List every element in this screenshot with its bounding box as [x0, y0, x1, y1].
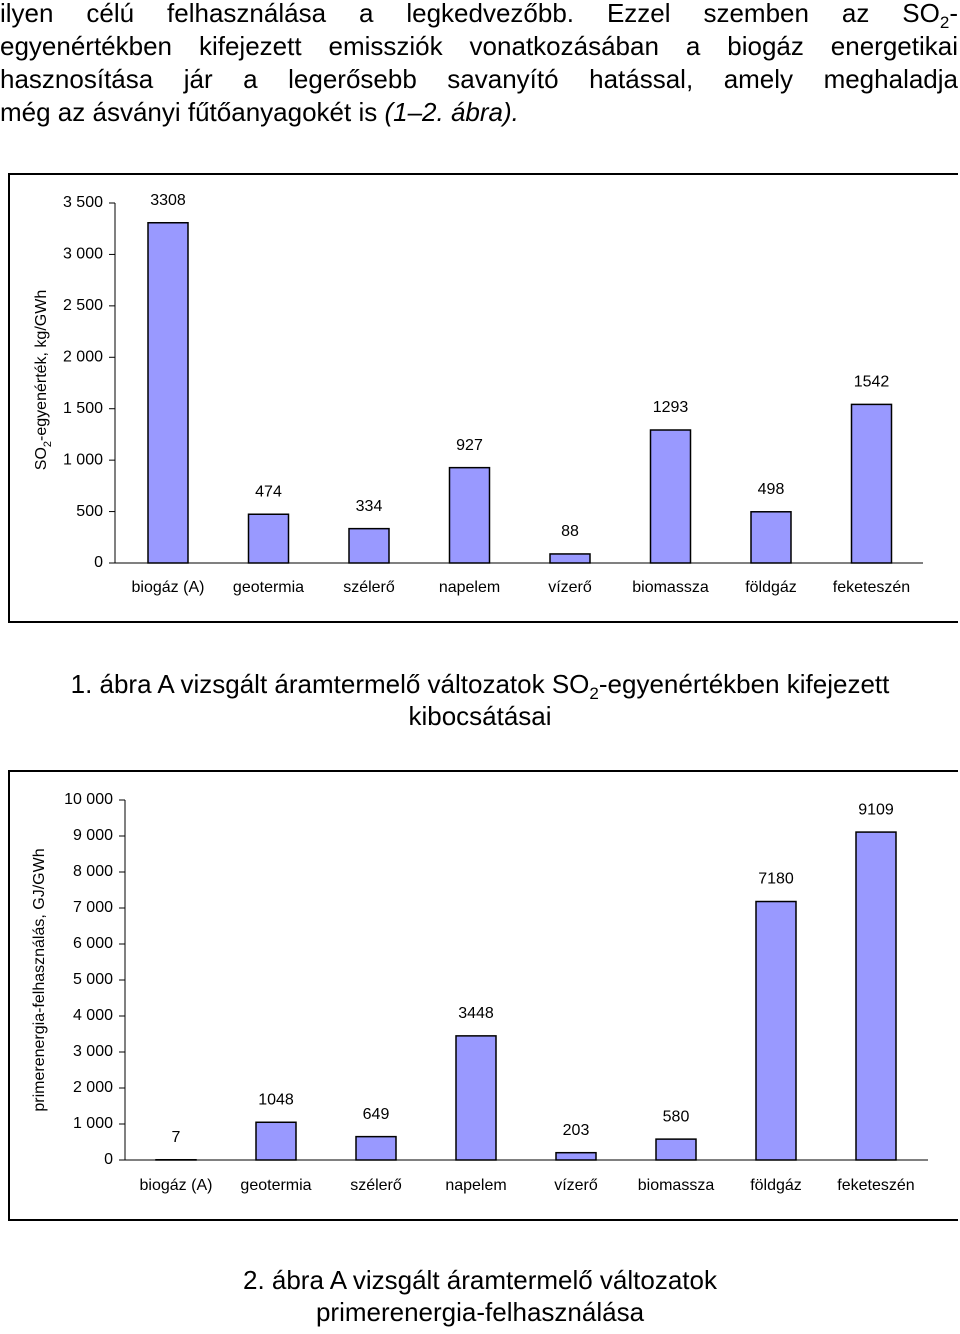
y-tick-label: 0 — [94, 554, 103, 571]
data-label: 3448 — [458, 1005, 494, 1022]
text: -egyenértékben kifejezett — [598, 669, 890, 699]
y-tick-label: 3 000 — [63, 246, 103, 263]
x-tick-label: szélerő — [350, 1177, 402, 1194]
subscript: 2 — [939, 13, 950, 33]
data-label: 1542 — [854, 374, 890, 391]
text: primerenergia-felhasználás, GJ/GWh — [31, 848, 48, 1111]
text: -egyenérték, kg/GWh — [33, 290, 50, 441]
text: 2. ábra A vizsgált áramtermelő változato… — [242, 1265, 717, 1295]
bar — [247, 513, 290, 564]
y-tick-label: 1 000 — [63, 451, 103, 468]
text: - — [949, 0, 958, 28]
x-tick-label: feketeszén — [837, 1177, 914, 1194]
x-tick-label: földgáz — [750, 1177, 802, 1194]
subscript: 2 — [42, 441, 54, 447]
text-line: még az ásványi fűtőanyagokét is (1–2. áb… — [0, 96, 958, 129]
text: 1. ábra A vizsgált áramtermelő változato… — [70, 669, 590, 699]
data-label: 9109 — [858, 801, 894, 818]
data-label: 1293 — [653, 399, 689, 416]
y-tick-label: 9 000 — [73, 827, 113, 844]
x-tick-label: vízerő — [554, 1177, 598, 1194]
y-tick-label: 6 000 — [73, 935, 113, 952]
y-axis-label: primerenergia-felhasználás, GJ/GWh — [31, 848, 48, 1111]
bar — [448, 466, 491, 564]
bar — [348, 527, 390, 564]
y-tick-label: 500 — [76, 503, 103, 520]
x-tick-label: napelem — [445, 1177, 506, 1194]
text-line: hasznosítása jár a legerősebb savanyító … — [0, 64, 958, 94]
text: még az ásványi fűtőanyagokét is — [0, 97, 385, 127]
y-tick-label: 8 000 — [73, 863, 113, 880]
y-tick-label: 3 500 — [63, 194, 103, 211]
x-tick-label: napelem — [439, 579, 500, 596]
x-tick-label: geotermia — [240, 1177, 311, 1194]
text: kibocsátásai — [408, 701, 552, 731]
data-label: 649 — [363, 1106, 390, 1123]
bar — [750, 511, 792, 564]
x-tick-label: szélerő — [343, 579, 395, 596]
y-tick-label: 7 000 — [73, 899, 113, 916]
x-tick-label: földgáz — [745, 579, 797, 596]
y-tick-label: 5 000 — [73, 971, 113, 988]
text-line: egyenértékben kifejezett emissziók vonat… — [0, 31, 958, 61]
caption: 1. ábra A vizsgált áramtermelő változato… — [0, 668, 960, 732]
text: SO — [33, 447, 50, 470]
bar — [555, 1151, 597, 1161]
text-line: ilyen célú felhasználása a legkedvezőbb.… — [0, 0, 958, 33]
y-tick-label: 2 000 — [63, 349, 103, 366]
data-label: 7180 — [758, 871, 794, 888]
x-tick-label: vízerő — [548, 579, 592, 596]
y-axis-label: SO2-egyenérték, kg/GWh — [33, 290, 54, 470]
y-tick-label: 10 000 — [64, 791, 113, 808]
x-tick-label: biomassza — [638, 1177, 715, 1194]
data-label: 88 — [561, 523, 579, 540]
y-tick-label: 3 000 — [73, 1043, 113, 1060]
paragraph: ilyen célú felhasználása a legkedvezőbb.… — [0, 0, 958, 129]
y-tick-label: 2 000 — [73, 1079, 113, 1096]
y-tick-label: 1 000 — [73, 1115, 113, 1132]
y-tick-label: 2 500 — [63, 297, 103, 314]
bar — [850, 403, 893, 564]
bar — [855, 831, 897, 1161]
text: ilyen célú felhasználása a legkedvezőbb.… — [0, 0, 940, 28]
chart-frame — [8, 173, 958, 623]
data-label: 1048 — [258, 1091, 294, 1108]
caption: 2. ábra A vizsgált áramtermelő változato… — [0, 1264, 960, 1328]
chart: 0 500 1 000 1 500 2 000 2 500 3 000 3 500 SO2-eg… — [8, 173, 958, 623]
x-tick-label: feketeszén — [833, 579, 910, 596]
bar — [455, 1035, 497, 1161]
y-tick-label: 1 500 — [63, 400, 103, 417]
data-label: 474 — [255, 483, 282, 500]
x-tick-label: biogáz (A) — [132, 579, 205, 596]
x-tick-label: biomassza — [632, 579, 709, 596]
data-label: 7 — [172, 1129, 181, 1146]
text: primerenergia-felhasználása — [315, 1297, 645, 1327]
data-label: 334 — [356, 498, 383, 515]
bar — [255, 1121, 297, 1161]
bar — [355, 1135, 397, 1161]
y-tick-label: 4 000 — [73, 1007, 113, 1024]
data-label: 3308 — [150, 192, 186, 209]
bar — [655, 1138, 697, 1161]
bar — [755, 900, 797, 1161]
data-label: 927 — [456, 437, 483, 454]
x-tick-label: biogáz (A) — [140, 1177, 213, 1194]
subscript: 2 — [589, 684, 599, 704]
x-tick-label: geotermia — [233, 579, 304, 596]
data-label: 203 — [563, 1122, 590, 1139]
bar — [649, 429, 692, 564]
data-label: 498 — [758, 481, 785, 498]
bar — [147, 221, 189, 564]
bar — [549, 553, 591, 564]
y-tick-label: 0 — [104, 1151, 113, 1168]
data-label: 580 — [663, 1108, 690, 1125]
chart-frame — [8, 770, 958, 1221]
reference: (1–2. ábra). — [384, 97, 519, 127]
chart: 0 1 000 2 000 3 000 4 000 5 000 6 000 7 000 8 00… — [8, 770, 958, 1221]
